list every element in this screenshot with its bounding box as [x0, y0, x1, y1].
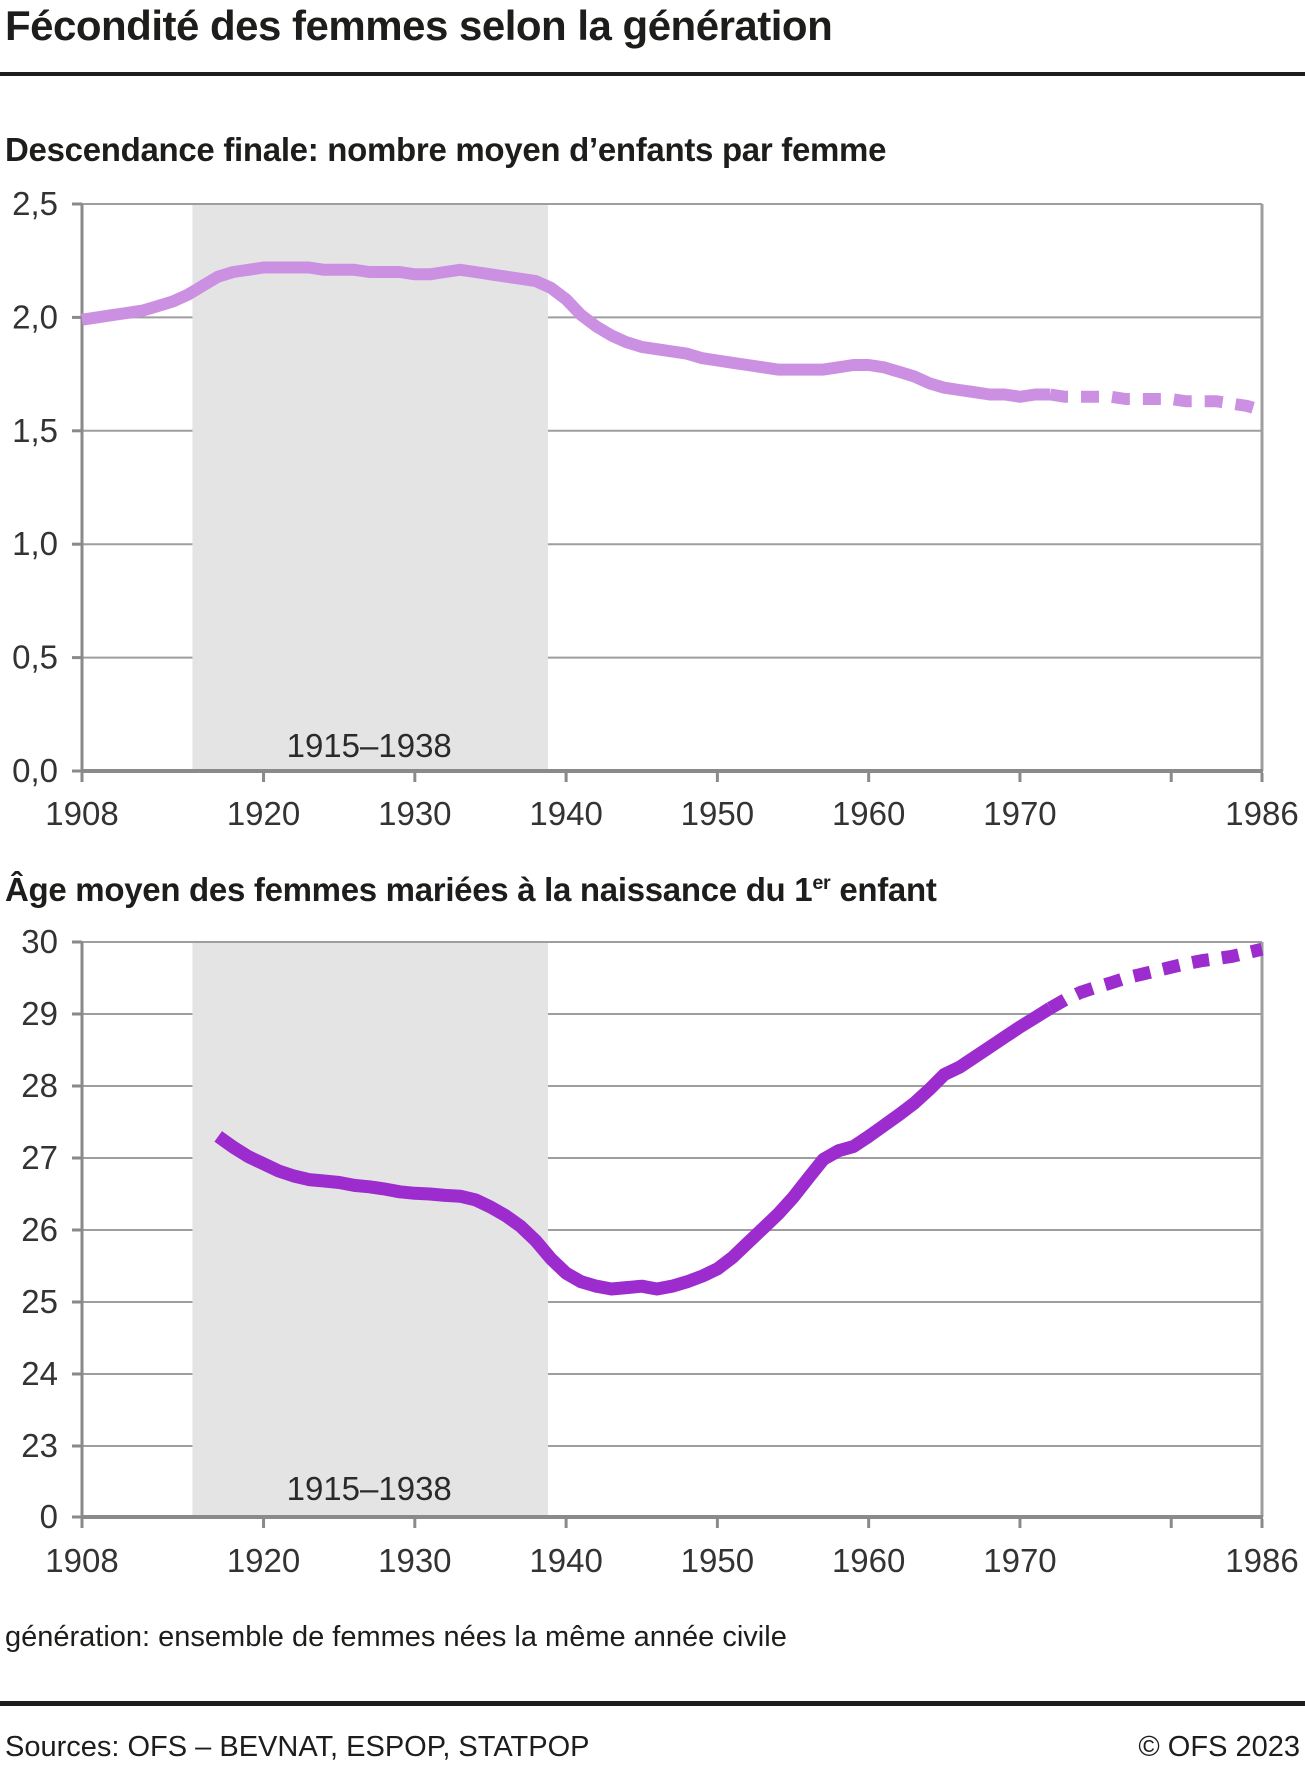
y-tick-label: 27	[21, 1139, 58, 1176]
series-line-solid	[81, 261, 1051, 403]
y-tick-label: 0,0	[12, 752, 58, 789]
y-tick-label: 1,5	[12, 412, 58, 449]
chart2-title: Âge moyen des femmes mariées à la naissa…	[5, 872, 1305, 908]
y-tick-label: 0,5	[12, 639, 58, 676]
chart2-title-sup: er	[812, 872, 831, 894]
x-tick-label: 1986	[1225, 1542, 1298, 1579]
sources-text: Sources: OFS – BEVNAT, ESPOP, STATPOP	[5, 1731, 590, 1763]
x-tick-label: 1940	[529, 1542, 602, 1579]
x-tick-label: 1960	[832, 1542, 905, 1579]
x-tick-label: 1986	[1225, 795, 1298, 832]
y-tick-label: 25	[21, 1283, 58, 1320]
band-label: 1915–1938	[287, 727, 452, 764]
x-tick-label: 1950	[681, 795, 754, 832]
sources-row: Sources: OFS – BEVNAT, ESPOP, STATPOP © …	[0, 1730, 1305, 1764]
copyright-text: © OFS 2023	[1138, 1731, 1300, 1763]
x-axis-ticks: 1908 1920 1930 1940 1950 1960 1970 1986	[45, 1519, 1299, 1579]
generation-footnote: génération: ensemble de femmes nées la m…	[5, 1621, 787, 1653]
series-line-dashed	[1046, 942, 1264, 1014]
y-tick-label: 30	[21, 923, 58, 960]
y-tick-label: 2,0	[12, 298, 58, 335]
y-axis-ticks: 30 29 28 27 26 25 24 23 0	[21, 923, 82, 1535]
x-tick-label: 1940	[529, 795, 602, 832]
chart2-title-suffix: enfant	[830, 871, 937, 908]
highlight-band	[192, 204, 548, 771]
x-tick-label: 1950	[681, 1542, 754, 1579]
x-tick-label: 1920	[227, 1542, 300, 1579]
x-tick-label: 1908	[45, 1542, 118, 1579]
band-label: 1915–1938	[287, 1470, 452, 1507]
x-tick-label: 1960	[832, 795, 905, 832]
series-line-solid	[214, 1002, 1054, 1296]
series-line-dashed	[1049, 388, 1264, 417]
x-tick-label: 1970	[983, 795, 1056, 832]
y-tick-label: 26	[21, 1211, 58, 1248]
footer-divider	[0, 1701, 1305, 1706]
x-tick-label: 1930	[378, 795, 451, 832]
chart2-title-prefix: Âge moyen des femmes mariées à la naissa…	[5, 871, 813, 908]
highlight-band	[192, 942, 548, 1517]
y-tick-label: 28	[21, 1067, 58, 1104]
x-tick-label: 1970	[983, 1542, 1056, 1579]
y-tick-label: 23	[21, 1427, 58, 1464]
y-axis-ticks: 2,5 2,0 1,5 1,0 0,5 0,0	[12, 185, 82, 789]
page-title: Fécondité des femmes selon la génération	[5, 2, 833, 49]
x-tick-label: 1920	[227, 795, 300, 832]
y-tick-label: 24	[21, 1355, 58, 1392]
chart-age-moyen: 30 29 28 27 26 25 24 23 0 1908 1920 1930 1940 1950 196…	[21, 923, 1299, 1579]
x-axis-ticks: 1908 1920 1930 1940 1950 1960 1970 1986	[45, 773, 1299, 832]
y-tick-label: 29	[21, 995, 58, 1032]
x-tick-label: 1930	[378, 1542, 451, 1579]
chart1-title: Descendance finale: nombre moyen d’enfan…	[5, 131, 887, 168]
y-tick-label: 2,5	[12, 185, 58, 222]
y-tick-label: 1,0	[12, 525, 58, 562]
x-tick-label: 1908	[45, 795, 118, 832]
y-tick-label: 0	[40, 1498, 58, 1535]
title-divider	[0, 72, 1305, 76]
